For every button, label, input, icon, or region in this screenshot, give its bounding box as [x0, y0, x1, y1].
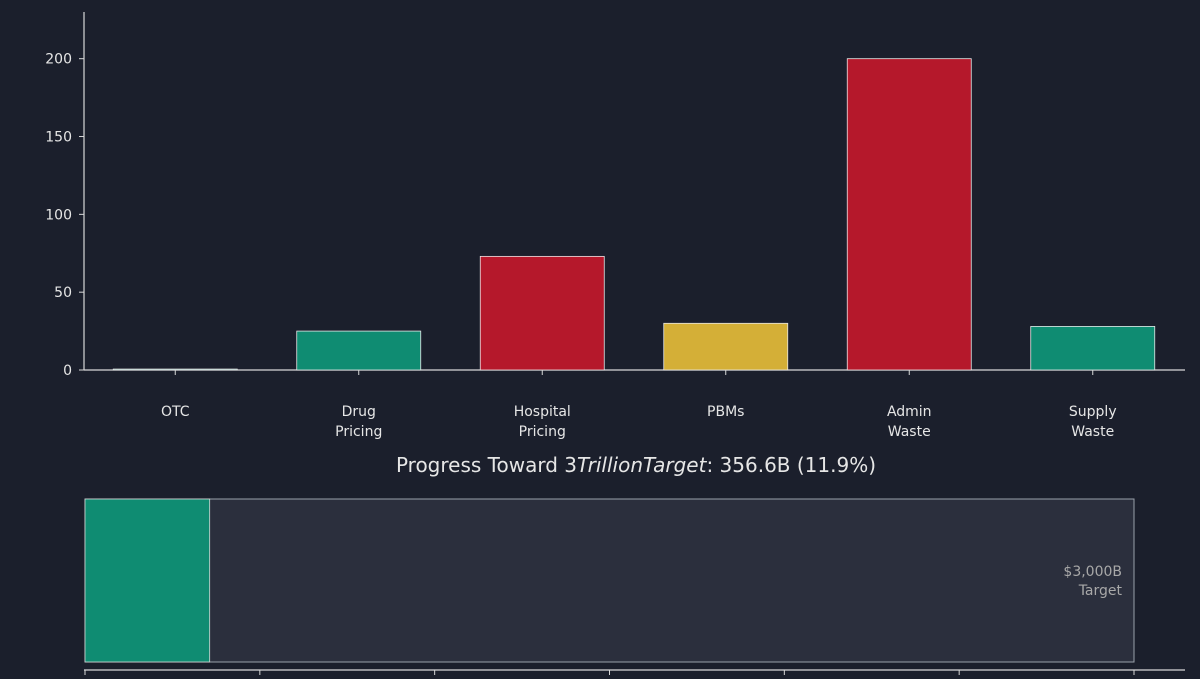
y-tick-label: 200 — [45, 52, 72, 68]
x-tick-label: OTC — [161, 404, 190, 420]
progress-target-label: $3,000B Target — [1063, 564, 1122, 599]
progress-chart: Progress Toward 3TrillionTarget: 356.6B … — [84, 453, 1185, 676]
progress-track — [84, 498, 1135, 663]
x-tick-label: PBMs — [707, 404, 744, 420]
bar — [112, 368, 238, 371]
bar — [296, 330, 422, 371]
x-tick-label: Drug Pricing — [335, 404, 382, 440]
bar — [663, 322, 789, 371]
progress-title: Progress Toward 3TrillionTarget: 356.6B … — [396, 453, 876, 477]
bar — [846, 58, 972, 371]
bar-chart: 0 50 100 150 200 OTC Drug Pricing Hospital Pricin… — [45, 12, 1185, 440]
y-tick-label: 50 — [54, 285, 72, 301]
bar — [479, 255, 605, 371]
y-tick-label: 150 — [45, 130, 72, 146]
x-tick-label: Supply Waste — [1069, 404, 1117, 440]
y-tick-label: 0 — [63, 363, 72, 379]
x-tick-label: Hospital Pricing — [514, 404, 571, 440]
progress-fill — [84, 498, 211, 663]
bar — [1030, 326, 1156, 371]
x-tick-label: Admin Waste — [887, 404, 932, 440]
y-tick-label: 100 — [45, 207, 72, 223]
